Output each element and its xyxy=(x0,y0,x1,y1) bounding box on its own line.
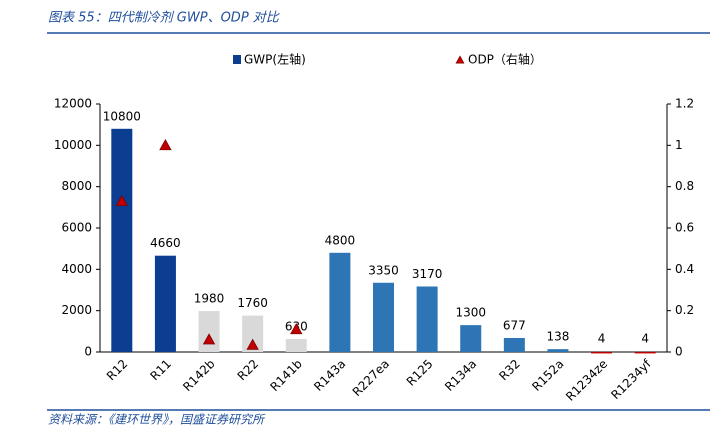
bar xyxy=(503,338,525,352)
bar xyxy=(373,282,394,352)
bar xyxy=(154,255,176,352)
x-tick-label: R12 xyxy=(104,357,131,384)
x-tick-label: R125 xyxy=(404,357,436,389)
data-label: 1300 xyxy=(455,306,486,320)
y2-tick-label: 0.4 xyxy=(675,262,694,276)
bar xyxy=(547,349,569,352)
x-tick-label: R22 xyxy=(235,357,262,384)
legend-marker xyxy=(233,55,241,64)
legend-label: GWP(左轴) xyxy=(244,52,306,67)
data-label: 4 xyxy=(598,332,606,346)
source-note: 资料来源：《建环世界》，国盛证券研究所 xyxy=(48,413,266,427)
bar xyxy=(111,128,133,352)
y-tick-label: 4000 xyxy=(61,262,92,276)
y2-tick-label: 0.2 xyxy=(675,303,694,317)
y2-tick-label: 1 xyxy=(675,138,683,152)
y2-tick-label: 1.2 xyxy=(675,97,694,111)
legend-label: ODP（右轴） xyxy=(468,52,542,67)
data-label: 677 xyxy=(503,319,526,333)
data-label: 3170 xyxy=(412,267,443,281)
x-tick-label: R1234ze xyxy=(563,357,610,404)
y-tick-label: 12000 xyxy=(54,97,92,111)
data-label: 1980 xyxy=(194,292,225,306)
bar xyxy=(460,325,482,352)
y-tick-label: 10000 xyxy=(54,138,92,152)
bar xyxy=(416,286,438,352)
bar xyxy=(329,252,351,352)
data-label: 4660 xyxy=(150,236,181,250)
bar xyxy=(591,351,613,354)
odp-marker xyxy=(246,338,259,350)
x-tick-label: R11 xyxy=(147,357,174,384)
data-label: 4800 xyxy=(325,233,356,247)
y2-tick-label: 0.8 xyxy=(675,179,694,193)
bar xyxy=(634,351,656,354)
data-label: 10800 xyxy=(103,109,141,123)
x-tick-label: R134a xyxy=(442,357,479,394)
data-label: 3350 xyxy=(368,263,399,277)
odp-marker xyxy=(159,139,172,151)
y2-tick-label: 0.6 xyxy=(675,221,694,235)
y-tick-label: 8000 xyxy=(61,179,92,193)
y-tick-label: 6000 xyxy=(61,221,92,235)
x-tick-label: R32 xyxy=(496,357,523,384)
x-tick-label: R142b xyxy=(180,357,217,394)
x-tick-label: R1234yf xyxy=(608,356,654,402)
data-label: 4 xyxy=(641,332,649,346)
x-tick-label: R152a xyxy=(529,357,566,394)
y-tick-label: 0 xyxy=(84,345,92,359)
data-label: 1760 xyxy=(237,296,268,310)
y-tick-label: 2000 xyxy=(61,303,92,317)
x-tick-label: R227ea xyxy=(350,357,392,399)
y2-tick-label: 0 xyxy=(675,345,683,359)
odp-marker xyxy=(202,333,216,345)
odp-marker xyxy=(290,322,303,335)
bar xyxy=(198,311,220,352)
bar xyxy=(285,338,307,352)
x-tick-label: R143a xyxy=(311,357,348,394)
odp-marker xyxy=(115,194,128,206)
legend-marker xyxy=(455,55,465,64)
x-tick-label: R141b xyxy=(267,357,304,394)
chart-title: 图表 55：四代制冷剂 GWP、ODP 对比 xyxy=(48,11,280,26)
bar xyxy=(242,315,264,352)
data-label: 138 xyxy=(547,330,570,344)
